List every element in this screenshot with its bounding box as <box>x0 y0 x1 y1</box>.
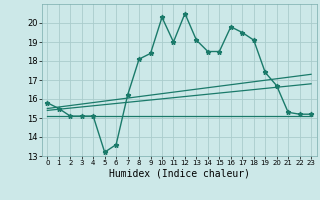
X-axis label: Humidex (Indice chaleur): Humidex (Indice chaleur) <box>109 169 250 179</box>
